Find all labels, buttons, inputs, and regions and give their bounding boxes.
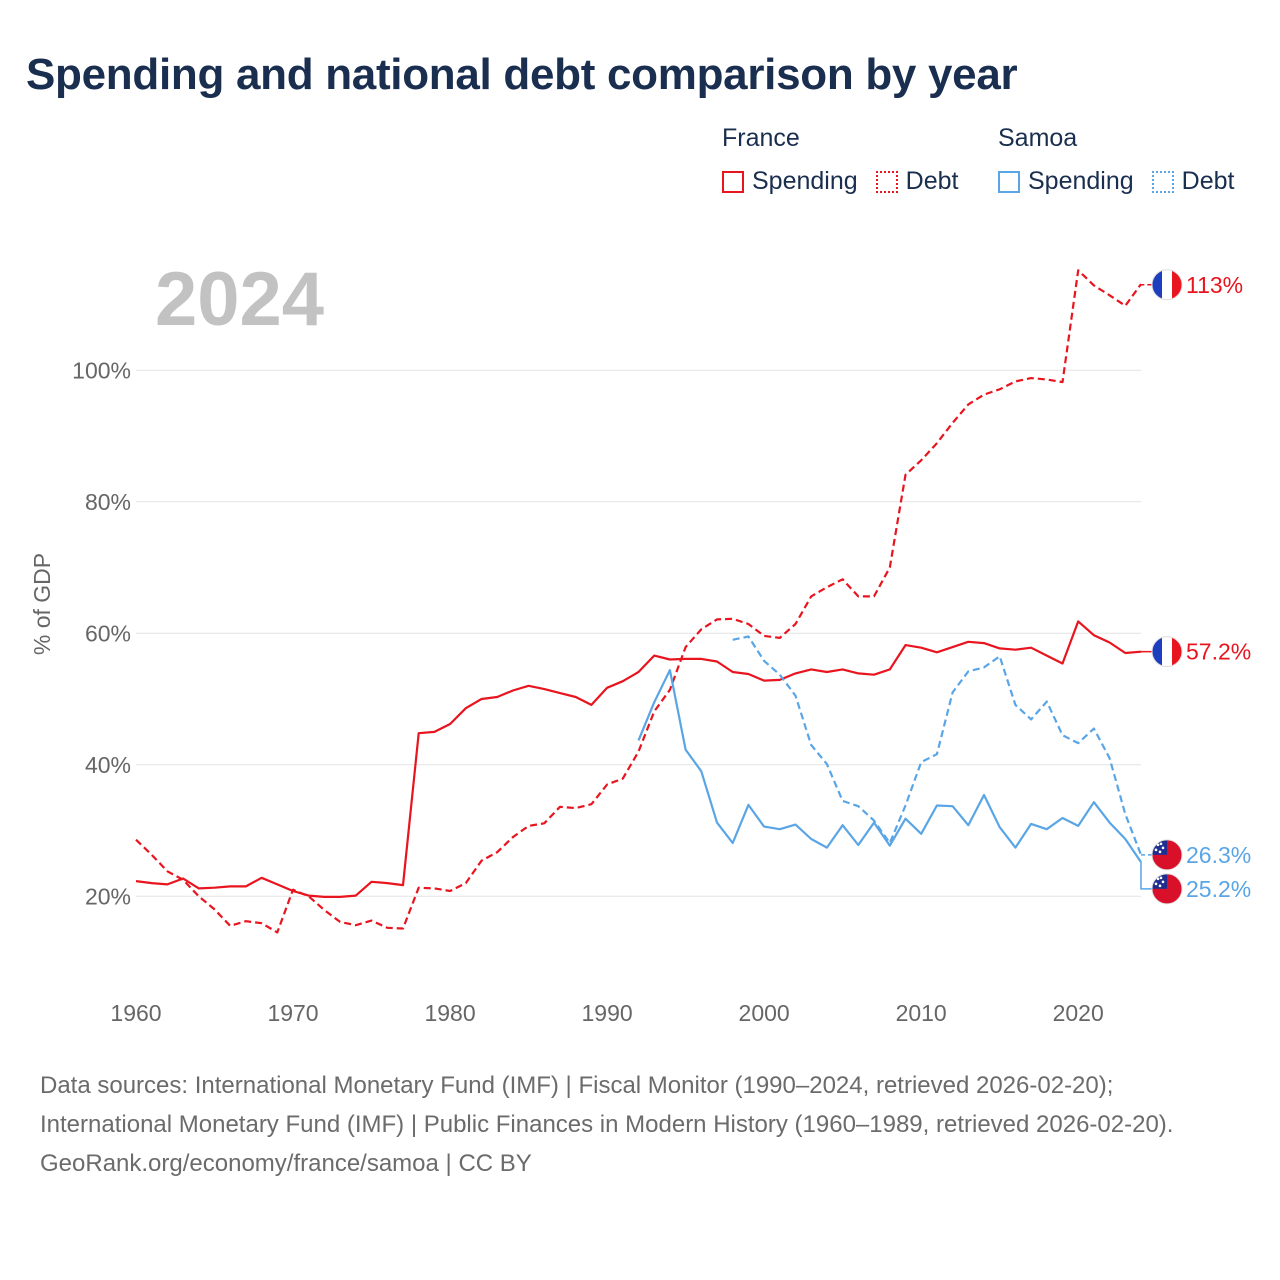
x-tick-label: 2020 — [1053, 1000, 1104, 1026]
end-value-label: 26.3% — [1186, 842, 1251, 868]
x-tick-label: 1970 — [267, 1000, 318, 1026]
legend-country-samoa: Samoa — [998, 124, 1078, 152]
legend-swatch-solid — [998, 170, 1020, 193]
end-value-label: 57.2% — [1186, 639, 1251, 665]
series-line-samoa-spending — [637, 668, 1142, 863]
y-tick-label: 80% — [85, 489, 131, 515]
legend-swatch-solid — [722, 170, 744, 193]
legend-item-samoa-spending[interactable]: Spending — [998, 167, 1134, 196]
france-flag-icon — [1151, 269, 1183, 301]
legend-swatch-dotted — [875, 170, 898, 193]
x-tick-label: 2000 — [739, 1000, 790, 1026]
x-tick-label: 1990 — [582, 1000, 633, 1026]
samoa-flag-icon — [1151, 839, 1183, 871]
chart-title: Spending and national debt comparison by… — [26, 50, 1018, 99]
end-connector — [1140, 284, 1152, 286]
series-line-france-debt — [135, 269, 1142, 934]
series-line-samoa-debt — [732, 635, 1143, 856]
legend-group-france: France Spending Debt — [722, 124, 976, 196]
france-flag-icon — [1151, 636, 1183, 668]
legend-label: Spending — [752, 167, 858, 195]
end-connector — [1140, 862, 1152, 890]
line-chart: 2024 % of GDP 20% 40% 60% 80% 100% 1960 1970 19… — [29, 257, 1251, 1026]
series-line-france-spending — [135, 620, 1142, 899]
legend-country-france: France — [722, 124, 800, 152]
samoa-flag-icon — [1151, 873, 1183, 905]
legend-label: Debt — [1181, 167, 1235, 195]
y-tick-label: 60% — [85, 620, 131, 646]
x-tick-label: 1960 — [110, 1000, 161, 1026]
year-label: 2024 — [155, 257, 324, 342]
legend-item-france-debt[interactable]: Debt — [875, 167, 959, 196]
legend-item-samoa-debt[interactable]: Debt — [1151, 167, 1235, 196]
y-tick-label: 100% — [72, 357, 131, 383]
x-tick-label: 2010 — [896, 1000, 947, 1026]
legend-swatch-dotted — [1151, 170, 1174, 193]
end-value-label: 113% — [1186, 272, 1243, 298]
x-tick-label: 1980 — [424, 1000, 475, 1026]
y-tick-label: 40% — [85, 752, 131, 778]
credit-link[interactable]: GeoRank.org/economy/france/samoa | CC BY — [40, 1150, 532, 1177]
legend-label: Debt — [905, 167, 959, 195]
end-value-label: 25.2% — [1186, 876, 1251, 902]
legend-group-samoa: Samoa Spending Debt — [998, 124, 1252, 196]
axis-ticks: 20% 40% 60% 80% 100% 1960 1970 1980 1990 2000 2010… — [72, 357, 1104, 1026]
y-tick-label: 20% — [85, 883, 131, 909]
gridlines — [136, 369, 1141, 897]
y-axis-title: % of GDP — [29, 553, 55, 655]
series-lines — [135, 269, 1143, 934]
end-labels: 113% 57.2% 26.3% 25.2% — [1140, 269, 1251, 905]
data-sources: Data sources: International Monetary Fun… — [40, 1072, 1174, 1138]
legend-item-france-spending[interactable]: Spending — [722, 167, 858, 196]
footer: Data sources: International Monetary Fun… — [40, 1066, 1240, 1183]
legend-label: Spending — [1028, 167, 1134, 195]
